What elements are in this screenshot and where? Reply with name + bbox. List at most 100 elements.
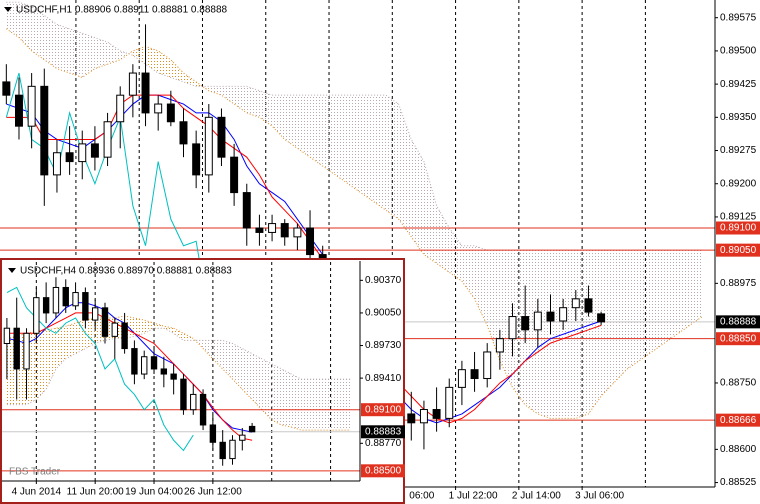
candle-body	[204, 116, 213, 176]
y-tick-label: 0.88600	[720, 444, 757, 455]
watermark: FBS Trader	[9, 467, 61, 478]
y-tick-label: 0.89275	[720, 145, 757, 156]
candle-body	[192, 143, 201, 176]
x-tick-label: 06:00	[409, 491, 434, 502]
cloud-fill	[320, 379, 331, 431]
y-tick-label: 0.89425	[720, 79, 757, 90]
candle-body	[199, 393, 207, 426]
cloud-fill	[242, 348, 253, 400]
y-tick-label: 0.89500	[720, 46, 757, 57]
x-tick-label: 2 Jul 14:00	[512, 491, 561, 502]
cloud-fill	[246, 86, 260, 118]
candle-body	[584, 298, 593, 313]
candle-body	[546, 311, 555, 322]
cloud-fill	[664, 250, 678, 344]
candle-body	[533, 311, 542, 331]
candle-body	[33, 297, 40, 334]
level-label-bg	[716, 332, 760, 346]
level-label-bg	[716, 243, 760, 257]
candle-body	[521, 316, 530, 331]
candle-body	[62, 286, 69, 307]
candle-body	[116, 94, 125, 123]
cloud-fill	[145, 46, 159, 74]
level-label: 0.88888	[720, 317, 757, 328]
cloud-fill	[588, 250, 602, 414]
cloud-fill	[360, 95, 374, 202]
cloud-fill	[183, 333, 194, 341]
y-tick-label: 0.89350	[720, 112, 757, 123]
y-tick-label: 0.88770	[365, 438, 402, 449]
candle-body	[457, 369, 466, 388]
candle-body	[445, 386, 454, 419]
candle-body	[280, 223, 289, 238]
cloud-fill	[46, 328, 56, 390]
candle-body	[470, 369, 479, 380]
candle-body	[217, 116, 226, 158]
cloud-fill	[348, 95, 361, 193]
cloud-fill	[144, 320, 155, 334]
candle-body	[180, 378, 187, 411]
candle-body	[141, 356, 148, 375]
candle-body	[27, 85, 36, 127]
candle-body	[23, 332, 30, 370]
candle-body	[42, 297, 50, 314]
cloud-fill	[31, 6, 45, 60]
cloud-fill	[322, 95, 336, 175]
axes: 4 Jun 2014 11 Jun 20:00 19 Jun 04:00 26 Jun…	[2, 261, 405, 498]
candle-body	[306, 227, 315, 256]
x-tick-label: 19 Jun 04:00	[125, 487, 183, 498]
cloud-fill	[132, 46, 146, 65]
x-tick-label: 4 Jun 2014	[12, 487, 62, 498]
indicator-line	[6, 312, 253, 441]
cloud-fill	[173, 328, 184, 341]
cloud-fill	[613, 250, 627, 383]
cloud-fill	[575, 250, 589, 419]
y-tick-label: 0.89200	[720, 178, 757, 189]
chart-title: USDCHF,H4 0.88936 0.88970 0.88881 0.8888…	[20, 266, 232, 277]
candle-body	[78, 143, 87, 163]
candle-body	[3, 327, 11, 344]
cloud-fill	[272, 95, 285, 140]
level-label-bg	[361, 403, 405, 417]
cloud-fill	[82, 33, 95, 78]
cloud-fill	[158, 50, 171, 78]
cloud-fill	[330, 379, 341, 431]
cloud-fill	[474, 245, 488, 326]
cloud-fill	[170, 59, 184, 82]
cloud-fill	[222, 340, 233, 380]
cloud-fill	[212, 340, 223, 369]
level-label-bg	[716, 413, 760, 427]
candle-body	[597, 313, 606, 323]
y-tick-label: 0.89730	[365, 340, 402, 351]
candle-body	[90, 143, 99, 158]
cloud-fill	[56, 24, 70, 74]
menu-arrow[interactable]	[8, 268, 16, 273]
x-tick-label: 26 Jun 12:00	[184, 487, 242, 498]
cloud-fill	[601, 250, 614, 397]
cloud-fill	[563, 250, 576, 419]
inset-chart: 4 Jun 2014 11 Jun 20:00 19 Jun 04:00 26 Jun…	[0, 258, 405, 504]
level-label: 0.89100	[720, 223, 757, 234]
cloud-fill	[281, 368, 292, 428]
cloud-fill	[36, 330, 47, 400]
x-tick-label: 3 Jul 06:00	[575, 491, 624, 502]
cloud-fill	[271, 363, 282, 425]
y-tick-label: 0.89410	[365, 373, 402, 384]
cloud-fill	[639, 250, 652, 361]
candle-body	[82, 292, 89, 321]
y-tick-label: 0.90050	[365, 308, 402, 319]
level-label-bg	[716, 315, 760, 329]
cloud-fill	[94, 37, 108, 69]
candle-body	[242, 192, 251, 229]
y-tick-label: 0.89575	[720, 12, 757, 23]
chart-title: USDCHF,H1 0.88906 0.88911 0.88881 0.8888…	[16, 5, 228, 16]
cloud-fill	[69, 28, 83, 78]
cloud-fill	[499, 250, 513, 388]
cloud-fill	[512, 250, 526, 406]
candle-body	[559, 307, 568, 322]
candle-body	[103, 121, 112, 158]
cloud-fill	[44, 15, 57, 69]
cloud-fill	[252, 353, 262, 410]
menu-arrow[interactable]	[4, 7, 12, 12]
